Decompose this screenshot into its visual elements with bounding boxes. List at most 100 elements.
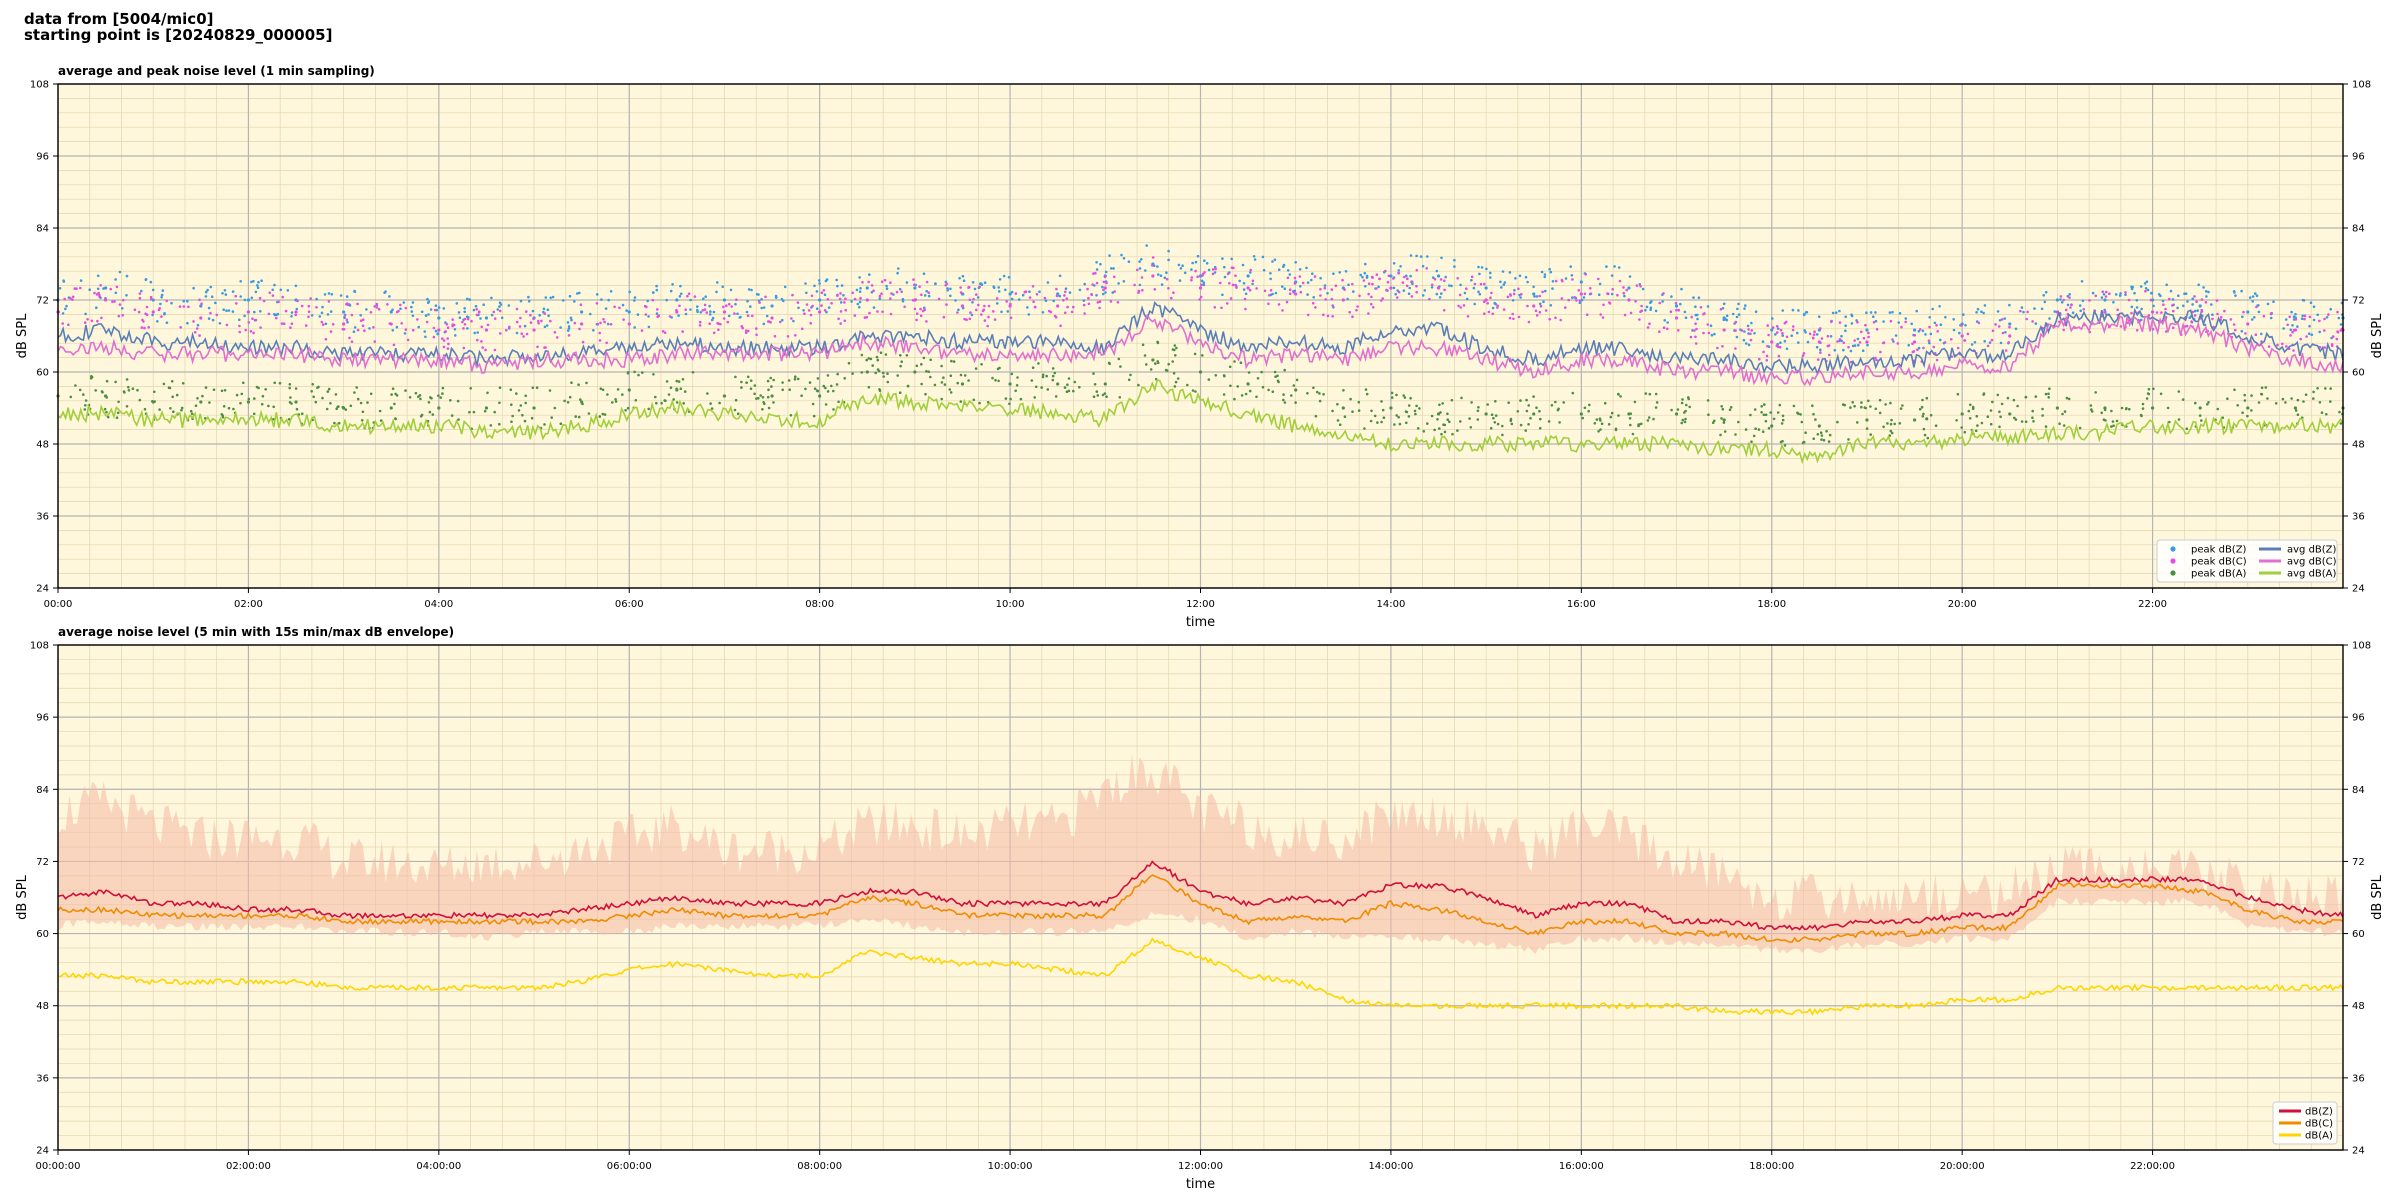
data-point xyxy=(1137,291,1140,294)
data-point xyxy=(1779,341,1782,345)
data-point xyxy=(1103,392,1107,395)
data-point xyxy=(1893,422,1896,426)
data-point xyxy=(103,407,107,411)
data-point xyxy=(2144,289,2147,293)
data-point xyxy=(290,322,294,326)
data-point xyxy=(1058,294,1062,298)
data-point xyxy=(388,295,391,298)
data-point xyxy=(1898,422,1902,425)
data-point xyxy=(1560,278,1564,282)
legend: peak dB(Z)peak dB(C)peak dB(A)avg dB(Z)a… xyxy=(2156,539,2338,583)
data-point xyxy=(1473,282,1477,286)
data-point xyxy=(1878,411,1882,415)
y-tick-label: 60 xyxy=(36,368,49,379)
data-point xyxy=(1613,265,1616,268)
data-point xyxy=(2145,397,2149,400)
data-point xyxy=(1083,282,1086,286)
x-tick-label: 20:00:00 xyxy=(1940,1161,1985,1172)
data-point xyxy=(201,394,204,398)
data-point xyxy=(805,303,809,306)
data-point xyxy=(220,413,224,416)
data-point xyxy=(260,279,263,283)
data-point xyxy=(940,381,944,384)
data-point xyxy=(735,298,738,302)
data-point xyxy=(851,291,854,295)
data-point xyxy=(627,388,631,392)
data-point xyxy=(1722,421,1726,424)
data-point xyxy=(1494,400,1497,403)
data-point xyxy=(1103,275,1107,279)
data-point xyxy=(1466,315,1470,318)
data-point xyxy=(901,300,905,303)
data-point xyxy=(535,386,539,390)
data-point xyxy=(508,325,511,329)
data-point xyxy=(307,310,311,314)
data-point xyxy=(1233,360,1236,363)
data-point xyxy=(170,301,173,305)
data-point xyxy=(2161,299,2165,303)
data-point xyxy=(1443,279,1446,283)
data-point xyxy=(1151,264,1154,267)
data-point xyxy=(2103,310,2107,314)
data-point xyxy=(118,303,122,306)
data-point xyxy=(652,373,655,376)
data-point xyxy=(800,394,803,398)
data-point xyxy=(1408,286,1411,290)
data-point xyxy=(1541,290,1544,294)
data-point xyxy=(2325,413,2328,416)
data-point xyxy=(824,386,827,390)
data-point xyxy=(2286,323,2289,327)
data-point xyxy=(961,292,965,296)
data-point xyxy=(1046,388,1050,391)
data-point xyxy=(369,311,373,314)
data-point xyxy=(1244,292,1248,296)
data-point xyxy=(125,378,129,381)
x-tick-label: 16:00:00 xyxy=(1559,1161,1604,1172)
data-point xyxy=(1547,420,1551,423)
data-point xyxy=(243,298,247,302)
data-point xyxy=(1282,398,1285,402)
data-point xyxy=(1078,288,1082,292)
data-point xyxy=(709,310,712,313)
data-point xyxy=(1438,427,1441,430)
data-point xyxy=(1104,291,1107,294)
data-point xyxy=(1875,327,1879,331)
data-point xyxy=(1661,300,1664,303)
data-point xyxy=(609,323,613,326)
data-point xyxy=(1597,277,1600,281)
data-point xyxy=(1440,256,1443,260)
data-point xyxy=(1737,302,1740,306)
data-point xyxy=(1648,392,1652,396)
data-point xyxy=(1395,393,1398,397)
data-point xyxy=(2284,401,2287,404)
data-point xyxy=(1478,272,1481,276)
data-point xyxy=(943,383,947,386)
data-point xyxy=(913,283,916,287)
data-point xyxy=(1958,331,1961,335)
data-point xyxy=(515,331,519,335)
data-point xyxy=(2310,333,2314,337)
data-point xyxy=(1975,311,1978,314)
data-point xyxy=(1294,401,1297,404)
data-point xyxy=(1110,267,1113,270)
data-point xyxy=(878,297,882,300)
data-point xyxy=(640,329,644,332)
data-point xyxy=(1035,293,1039,296)
y-tick-label-right: 60 xyxy=(2352,368,2365,379)
data-point xyxy=(740,380,743,384)
data-point xyxy=(515,307,519,311)
data-point xyxy=(567,334,571,337)
data-point xyxy=(1415,254,1418,258)
data-point xyxy=(1364,388,1368,391)
data-point xyxy=(515,320,519,324)
data-point xyxy=(235,302,238,305)
data-point xyxy=(786,335,790,338)
data-point xyxy=(1960,324,1963,327)
data-point xyxy=(824,403,828,406)
data-point xyxy=(1770,424,1774,428)
data-point xyxy=(476,331,480,334)
data-point xyxy=(1956,346,1960,350)
data-point xyxy=(258,296,262,300)
data-point xyxy=(783,285,787,289)
data-point xyxy=(1119,365,1122,368)
